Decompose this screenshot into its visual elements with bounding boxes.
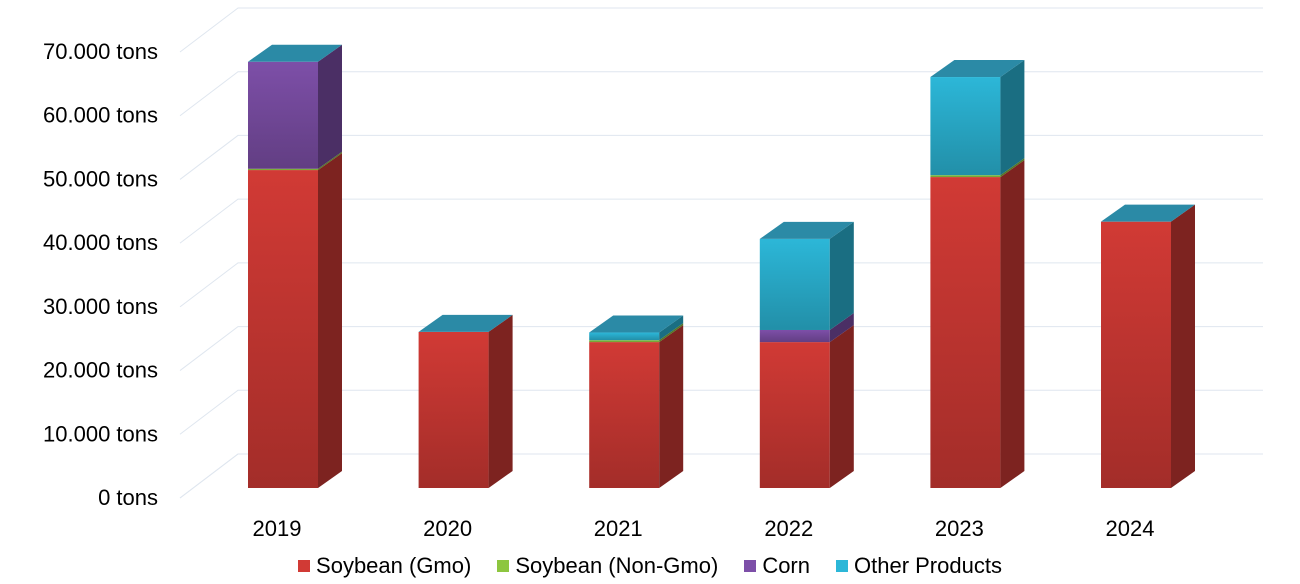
bar-segment-corn-2022 [759, 312, 854, 343]
y-tick-label: 70.000 tons [43, 39, 158, 64]
gridline [179, 262, 1263, 308]
bar-top-2021 [589, 315, 684, 333]
y-tick-label: 20.000 tons [43, 358, 158, 383]
y-tick-label: 60.000 tons [43, 103, 158, 128]
y-tick-label: 40.000 tons [43, 230, 158, 255]
legend-swatch [836, 560, 848, 572]
gridline [179, 453, 1263, 499]
x-tick-label: 2023 [935, 516, 984, 541]
bar-segment-soybean-gmo--2022 [759, 325, 854, 488]
bar-top-2024 [1101, 204, 1195, 222]
x-tick-label: 2020 [423, 516, 472, 541]
gridline [179, 389, 1263, 435]
gridline [179, 134, 1263, 180]
bar-top-2020 [418, 314, 513, 332]
bar-top-2022 [759, 221, 854, 239]
x-tick-label: 2021 [594, 516, 643, 541]
bar-segment-soybean-gmo--2023 [930, 160, 1025, 488]
legend-item: Soybean (Gmo) [298, 553, 471, 579]
gridline [179, 198, 1263, 244]
floor-line [179, 453, 239, 499]
y-axis-tick-labels: 0 tons 10.000 tons 20.000 tons 30.000 tons 4… [43, 39, 158, 510]
gridline [179, 326, 1263, 371]
legend-swatch [497, 560, 510, 572]
bar-segment-other-products-2023 [930, 60, 1025, 176]
y-tick-label: 50.000 tons [43, 166, 158, 191]
bar-segment-corn-2019 [248, 44, 342, 169]
bar-top-2019 [248, 44, 342, 62]
bar-segment-soybean-non-gmo--2019 [248, 151, 342, 171]
bar-segment-other-products-2021 [589, 315, 684, 341]
bar-segment-soybean-gmo--2024 [1101, 204, 1195, 488]
legend-label: Other Products [854, 553, 1002, 578]
x-axis-tick-labels: 2019 2020 2021 2022 2023 2024 [253, 516, 1155, 541]
y-tick-label: 30.000 tons [43, 294, 158, 319]
x-tick-label: 2024 [1106, 516, 1155, 541]
stacked-bar-chart: 0 tons 10.000 tons 20.000 tons 30.000 tons 4… [43, 7, 1263, 541]
legend-swatch [744, 560, 757, 572]
x-tick-label: 2022 [764, 516, 813, 541]
y-tick-label: 0 tons [98, 485, 158, 510]
legend-item: Other Products [836, 553, 1002, 579]
bars [248, 44, 1195, 488]
bar-top-2023 [930, 60, 1025, 78]
bar-segment-soybean-gmo--2020 [418, 314, 513, 488]
bar-segment-soybean-gmo--2019 [248, 153, 342, 488]
legend: Soybean (Gmo) Soybean (Non-Gmo) Corn Other … [0, 551, 1300, 581]
bar-segment-soybean-non-gmo--2023 [930, 158, 1025, 178]
y-tick-label: 10.000 tons [43, 421, 158, 446]
legend-label: Corn [762, 553, 810, 578]
legend-item: Corn [744, 553, 810, 579]
gridline [179, 71, 1263, 117]
x-tick-label: 2019 [253, 516, 302, 541]
gridlines [179, 7, 1263, 499]
legend-label: Soybean (Gmo) [316, 553, 472, 578]
bar-segment-soybean-gmo--2021 [589, 325, 684, 488]
legend-label: Soybean (Non-Gmo) [515, 553, 719, 578]
bar-segment-soybean-non-gmo--2021 [589, 323, 684, 343]
legend-swatch [298, 560, 311, 572]
gridline [179, 7, 1263, 53]
legend-item: Soybean (Non-Gmo) [497, 553, 718, 579]
bar-segment-other-products-2022 [759, 221, 854, 330]
